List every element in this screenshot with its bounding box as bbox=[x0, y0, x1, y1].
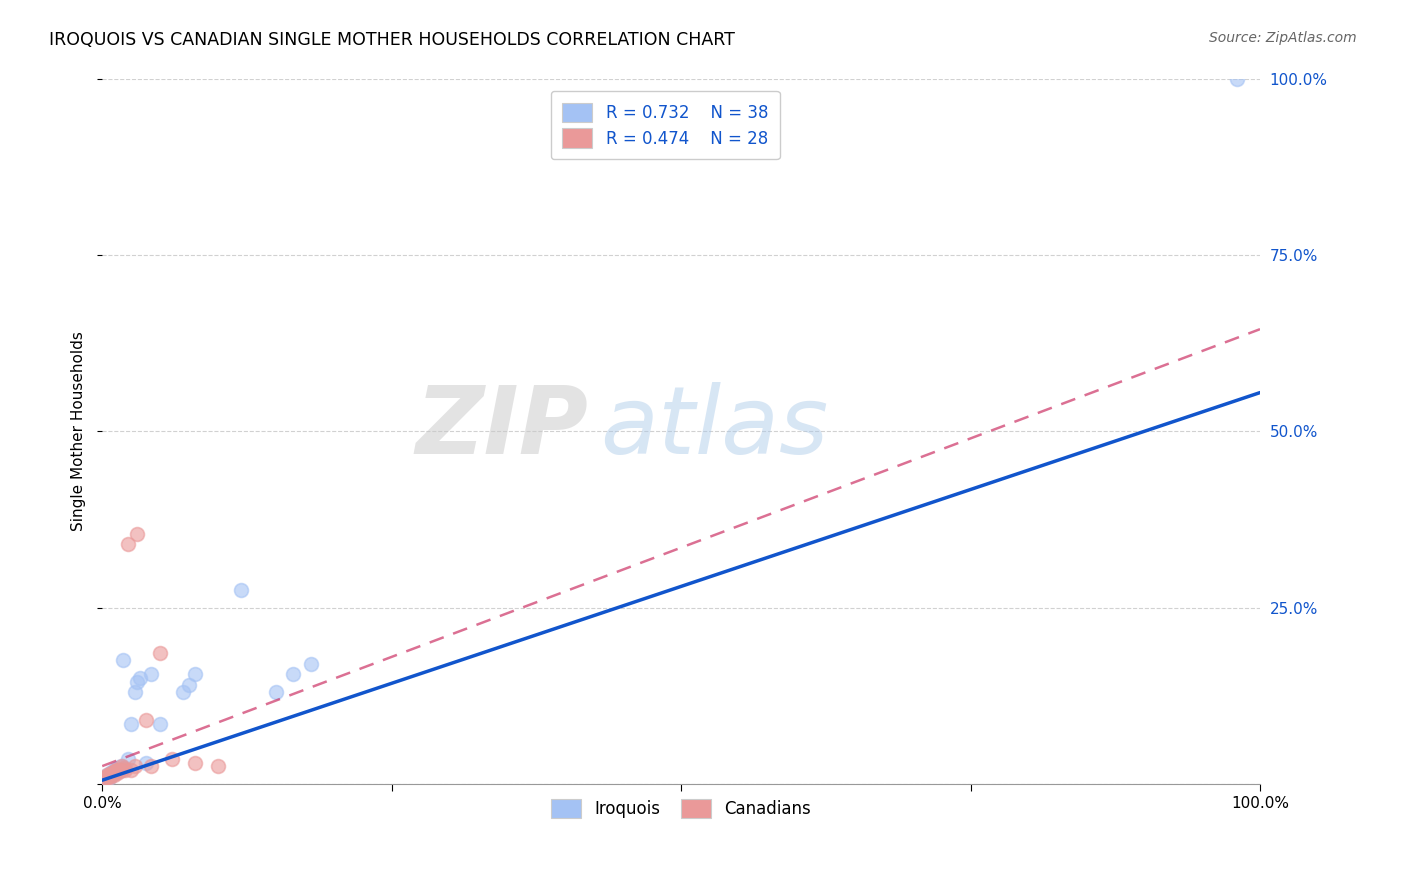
Point bbox=[107, 763, 129, 777]
Point bbox=[104, 764, 127, 778]
Point bbox=[114, 761, 136, 775]
Point bbox=[98, 770, 121, 784]
Point bbox=[114, 763, 136, 777]
Point bbox=[107, 761, 129, 775]
Point bbox=[94, 770, 117, 784]
Point bbox=[108, 763, 131, 777]
Point bbox=[112, 653, 135, 667]
Point bbox=[111, 763, 134, 777]
Point bbox=[117, 752, 139, 766]
Point bbox=[93, 771, 115, 785]
Point bbox=[124, 685, 146, 699]
Point bbox=[100, 766, 122, 780]
Text: Source: ZipAtlas.com: Source: ZipAtlas.com bbox=[1209, 31, 1357, 45]
Point bbox=[98, 768, 121, 782]
Point bbox=[184, 756, 207, 770]
Point bbox=[139, 759, 162, 773]
Point bbox=[149, 646, 172, 660]
Point bbox=[100, 766, 122, 780]
Point bbox=[125, 526, 148, 541]
Point bbox=[110, 759, 132, 773]
Point bbox=[94, 770, 117, 784]
Point bbox=[1226, 72, 1249, 87]
Point bbox=[231, 582, 253, 597]
Point bbox=[283, 667, 305, 681]
Point bbox=[98, 766, 121, 780]
Point bbox=[129, 671, 152, 685]
Point bbox=[125, 674, 148, 689]
Point bbox=[98, 770, 121, 784]
Point bbox=[98, 768, 121, 782]
Point bbox=[105, 766, 128, 780]
Text: ZIP: ZIP bbox=[416, 382, 589, 474]
Point bbox=[264, 685, 287, 699]
Point bbox=[160, 752, 183, 766]
Point bbox=[97, 770, 120, 784]
Point bbox=[120, 716, 142, 731]
Point bbox=[111, 759, 134, 773]
Point bbox=[105, 763, 128, 777]
Point bbox=[101, 766, 124, 780]
Point bbox=[207, 759, 229, 773]
Point bbox=[172, 685, 194, 699]
Point bbox=[112, 761, 135, 775]
Point bbox=[110, 763, 132, 777]
Text: IROQUOIS VS CANADIAN SINGLE MOTHER HOUSEHOLDS CORRELATION CHART: IROQUOIS VS CANADIAN SINGLE MOTHER HOUSE… bbox=[49, 31, 735, 49]
Point bbox=[93, 771, 115, 785]
Point bbox=[120, 763, 142, 777]
Point bbox=[103, 763, 125, 777]
Point bbox=[117, 537, 139, 551]
Point bbox=[98, 770, 121, 784]
Point bbox=[177, 678, 200, 692]
Point bbox=[135, 756, 157, 770]
Point bbox=[103, 764, 125, 778]
Y-axis label: Single Mother Households: Single Mother Households bbox=[72, 332, 86, 532]
Point bbox=[139, 667, 162, 681]
Point bbox=[100, 768, 122, 782]
Point bbox=[108, 764, 131, 778]
Point bbox=[97, 771, 120, 785]
Point bbox=[149, 716, 172, 731]
Point bbox=[96, 768, 118, 782]
Point bbox=[124, 759, 146, 773]
Point bbox=[104, 766, 127, 780]
Point bbox=[101, 766, 124, 780]
Point bbox=[96, 768, 118, 782]
Point bbox=[135, 714, 157, 728]
Point bbox=[299, 657, 322, 671]
Text: atlas: atlas bbox=[600, 383, 828, 474]
Point bbox=[184, 667, 207, 681]
Legend: Iroquois, Canadians: Iroquois, Canadians bbox=[544, 792, 817, 825]
Point bbox=[105, 764, 128, 778]
Point bbox=[105, 763, 128, 777]
Point bbox=[103, 768, 125, 782]
